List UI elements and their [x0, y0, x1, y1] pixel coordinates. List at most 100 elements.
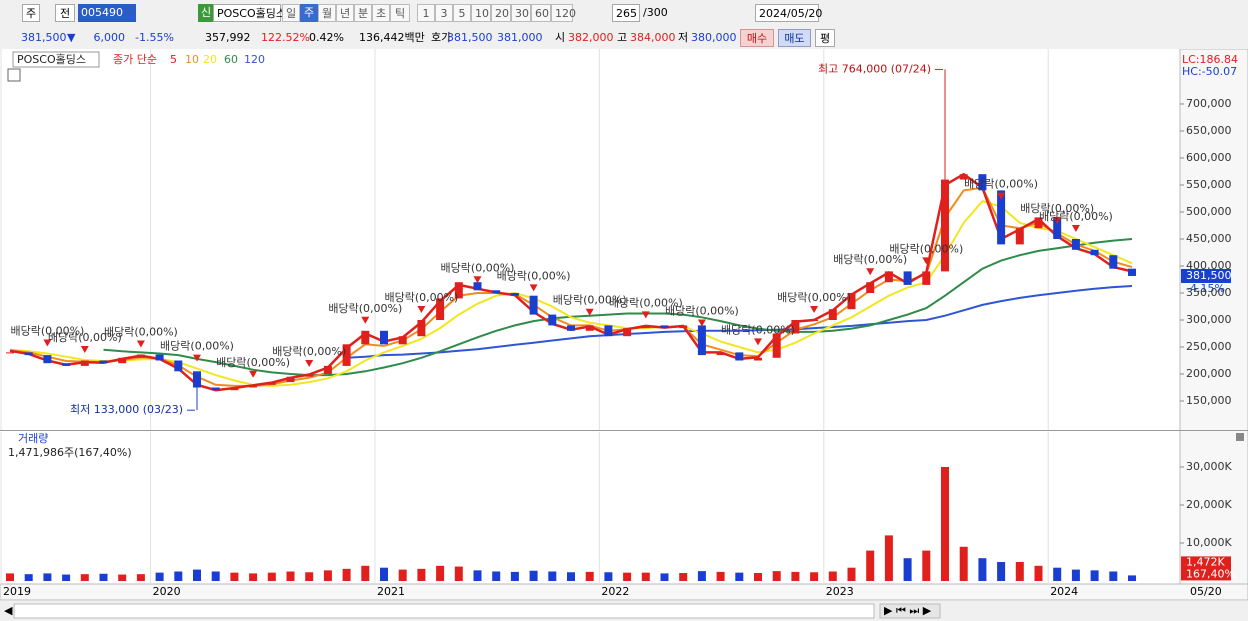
toolbar-item[interactable]: 5: [453, 4, 471, 22]
toolbar-item[interactable]: 매도: [778, 29, 811, 47]
scroll-buttons[interactable]: [879, 603, 941, 619]
dividend-arrow: [1053, 216, 1062, 224]
candle: [791, 319, 800, 334]
volume-bar: [735, 572, 744, 581]
dividend-arrow: [529, 284, 538, 292]
toolbar-item: 전: [55, 4, 75, 22]
volume-bar: [286, 571, 295, 581]
candle: [660, 325, 669, 329]
volume-bar: [997, 561, 1006, 581]
toolbar-item[interactable]: 20: [491, 4, 511, 22]
dividend-label: 배당락(0,00%): [833, 253, 907, 266]
dividend-label: 배당락(0,00%): [553, 294, 627, 307]
scrollbar[interactable]: [13, 603, 875, 619]
high-label: 최고 764,000 (07/24): [818, 62, 931, 75]
toolbar-item: 382,000: [568, 31, 614, 44]
dividend-label: 배당락(0,00%): [721, 323, 795, 336]
volume-bar: [80, 574, 89, 581]
toolbar-item[interactable]: 월: [318, 4, 336, 22]
volume-bar: [174, 571, 183, 581]
chart-title: POSCO홀딩스: [17, 53, 86, 66]
panel-close[interactable]: [1236, 433, 1244, 441]
toolbar-item: 저: [678, 31, 689, 44]
toolbar-item: 122.52%: [261, 31, 310, 44]
dividend-label: 배당락(0,00%): [1020, 202, 1094, 215]
volume-bar: [193, 569, 201, 581]
toolbar-item[interactable]: 년: [336, 4, 354, 22]
candle: [99, 360, 108, 364]
volume-bar: [716, 571, 725, 581]
candle: [978, 174, 987, 191]
candle: [1015, 228, 1024, 245]
dividend-arrow: [193, 354, 201, 362]
toolbar-item[interactable]: 1: [417, 4, 435, 22]
y-tick-label: 250,000: [1186, 340, 1232, 353]
legend-entry: 120: [244, 53, 265, 66]
volume-bar: [641, 572, 650, 581]
volume-bar: [6, 573, 14, 581]
volume-bar: [454, 566, 463, 581]
volume-bar: [567, 572, 575, 581]
y-tick-label: 450,000: [1186, 232, 1232, 245]
candle: [193, 371, 201, 388]
toolbar-item: 0.42%: [309, 31, 344, 44]
candle: [43, 355, 52, 364]
toolbar-item[interactable]: 주: [300, 4, 318, 22]
candle: [997, 190, 1006, 245]
toolbar-item[interactable]: 틱: [390, 4, 410, 22]
toolbar-item: 136,442백만: [359, 31, 425, 44]
scroll-next[interactable]: ▶ ⏮ ⏭ ▶: [884, 604, 932, 617]
y-tick-label: 350,000: [1186, 286, 1232, 299]
toolbar-item: 265: [612, 4, 640, 22]
volume-bar: [959, 546, 968, 581]
y-tick-label: 300,000: [1186, 313, 1232, 326]
toolbar-item[interactable]: 일: [282, 4, 300, 22]
toolbar-item: 005490: [78, 4, 136, 22]
dividend-arrow: [866, 268, 875, 276]
candle: [1071, 238, 1080, 250]
candle: [510, 292, 519, 296]
candle: [436, 298, 445, 320]
dividend-label: 배당락(0,00%): [609, 296, 683, 309]
moving-average: [103, 238, 1133, 377]
dividend-arrow: [417, 305, 426, 313]
scroll-left[interactable]: ◀: [4, 604, 13, 617]
toolbar-item: 381,500: [21, 31, 67, 44]
toolbar-item: 384,000: [630, 31, 676, 44]
dividend-label: 배당락(0,00%): [216, 356, 290, 369]
volume-bar: [1015, 561, 1024, 581]
dividend-label: 배당락(0,00%): [328, 302, 402, 315]
toolbar-item[interactable]: 분: [354, 4, 372, 22]
candle: [866, 282, 875, 293]
x-tick-label: 2022: [601, 585, 629, 598]
candle: [716, 352, 725, 356]
panel-icon[interactable]: [7, 68, 21, 82]
volume-bar: [43, 573, 52, 581]
y-tick-label: 10,000K: [1186, 536, 1232, 549]
toolbar-item: 평: [815, 29, 835, 47]
candle: [697, 325, 706, 356]
toolbar-item[interactable]: 3: [435, 4, 453, 22]
volume-bar: [249, 573, 258, 581]
candle: [473, 282, 482, 291]
volume-bar: [473, 570, 482, 581]
candle: [641, 325, 650, 329]
y-tick-label: 30,000K: [1186, 460, 1232, 473]
toolbar-item: /300: [643, 6, 668, 19]
toolbar-item[interactable]: 10: [471, 4, 491, 22]
dividend-label: 배당락(0,00%): [384, 291, 458, 304]
dividend-arrow: [922, 257, 931, 265]
hc-label: HC:-50.07: [1182, 65, 1237, 78]
volume-bar: [398, 569, 407, 581]
toolbar-item[interactable]: 매수: [740, 29, 774, 47]
toolbar-item[interactable]: 60: [531, 4, 551, 22]
toolbar-item[interactable]: 30: [511, 4, 531, 22]
volume-bar: [380, 567, 388, 581]
toolbar-item: 신: [198, 4, 213, 22]
volume-bar: [342, 568, 351, 581]
toolbar-item[interactable]: 초: [372, 4, 390, 22]
volume-bar: [585, 571, 594, 581]
candle: [267, 382, 276, 385]
toolbar-item[interactable]: 120: [551, 4, 576, 22]
candle: [136, 354, 145, 358]
